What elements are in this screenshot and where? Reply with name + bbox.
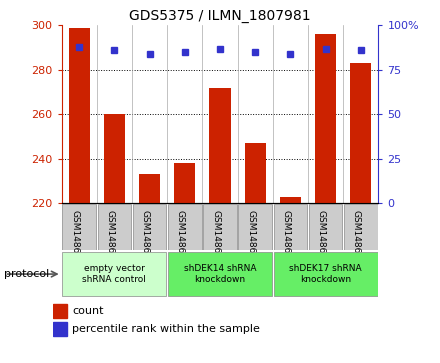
FancyBboxPatch shape bbox=[62, 252, 166, 296]
FancyBboxPatch shape bbox=[238, 204, 272, 249]
Text: protocol: protocol bbox=[4, 269, 50, 279]
FancyBboxPatch shape bbox=[98, 204, 131, 249]
Bar bbox=[245, 143, 266, 203]
Text: shDEK14 shRNA
knockdown: shDEK14 shRNA knockdown bbox=[184, 264, 256, 284]
FancyBboxPatch shape bbox=[168, 252, 272, 296]
Bar bbox=[139, 174, 160, 203]
Title: GDS5375 / ILMN_1807981: GDS5375 / ILMN_1807981 bbox=[129, 9, 311, 23]
FancyBboxPatch shape bbox=[168, 204, 202, 249]
Bar bbox=[104, 114, 125, 203]
Text: GSM1486445: GSM1486445 bbox=[246, 210, 255, 271]
Text: percentile rank within the sample: percentile rank within the sample bbox=[72, 324, 260, 334]
Text: GSM1486443: GSM1486443 bbox=[176, 210, 185, 271]
FancyBboxPatch shape bbox=[274, 252, 378, 296]
Text: GSM1486444: GSM1486444 bbox=[211, 210, 220, 270]
FancyBboxPatch shape bbox=[62, 204, 96, 249]
Text: empty vector
shRNA control: empty vector shRNA control bbox=[82, 264, 147, 284]
FancyBboxPatch shape bbox=[309, 204, 342, 249]
Bar bbox=[53, 322, 67, 336]
Text: GSM1486448: GSM1486448 bbox=[352, 210, 361, 271]
Text: GSM1486442: GSM1486442 bbox=[141, 210, 150, 270]
Bar bbox=[174, 163, 195, 203]
Text: GSM1486440: GSM1486440 bbox=[70, 210, 79, 271]
Bar bbox=[209, 88, 231, 203]
Bar bbox=[280, 197, 301, 203]
Bar bbox=[315, 34, 336, 203]
Text: GSM1486441: GSM1486441 bbox=[106, 210, 114, 271]
Text: GSM1486446: GSM1486446 bbox=[282, 210, 290, 271]
Text: count: count bbox=[72, 306, 104, 316]
Bar bbox=[69, 28, 90, 203]
Bar bbox=[53, 304, 67, 318]
FancyBboxPatch shape bbox=[203, 204, 237, 249]
Bar bbox=[350, 63, 371, 203]
FancyBboxPatch shape bbox=[274, 204, 307, 249]
Text: GSM1486447: GSM1486447 bbox=[317, 210, 326, 271]
FancyBboxPatch shape bbox=[344, 204, 378, 249]
Text: shDEK17 shRNA
knockdown: shDEK17 shRNA knockdown bbox=[289, 264, 362, 284]
FancyBboxPatch shape bbox=[133, 204, 166, 249]
